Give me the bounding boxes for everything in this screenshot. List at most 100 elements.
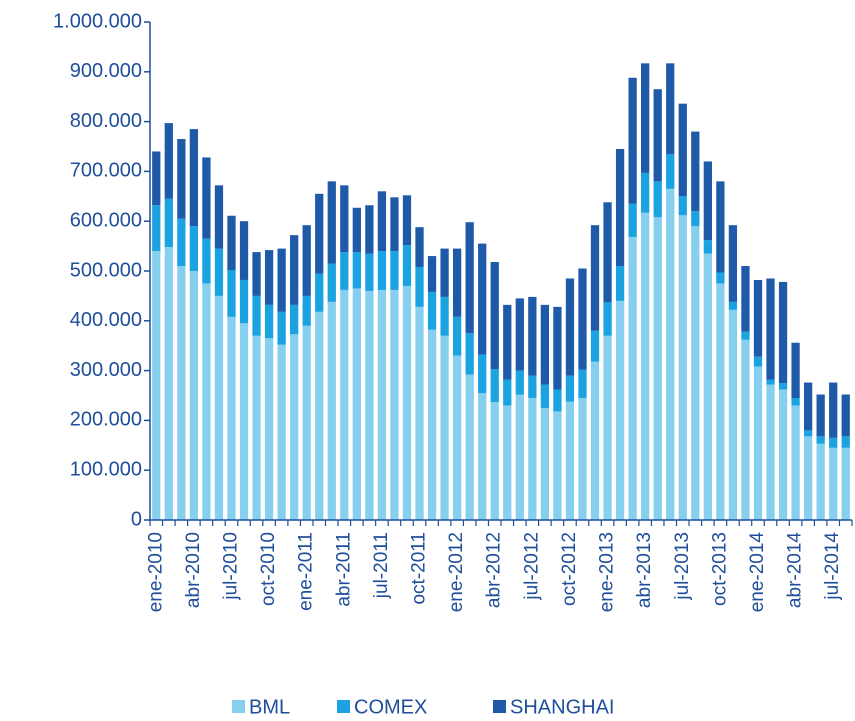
bar-segment bbox=[365, 253, 374, 291]
y-tick-label: 200.000 bbox=[70, 409, 142, 431]
x-tick-label: ene-2011 bbox=[296, 532, 317, 611]
bar-segment bbox=[553, 389, 562, 412]
bar-segment bbox=[641, 63, 650, 173]
bar-segment bbox=[678, 196, 687, 216]
bar-segment bbox=[327, 181, 336, 264]
bar-segment bbox=[553, 411, 562, 520]
x-tick-label: ene-2014 bbox=[747, 532, 768, 613]
x-tick-label: jul-2013 bbox=[672, 532, 693, 601]
x-tick-label: abr-2013 bbox=[634, 532, 655, 608]
bar-segment bbox=[390, 289, 399, 520]
bar-segment bbox=[427, 256, 437, 292]
bar-segment bbox=[691, 211, 700, 227]
bar-segment bbox=[277, 248, 286, 312]
legend-swatch bbox=[337, 700, 350, 713]
bar-segment bbox=[214, 248, 224, 296]
bar-segment bbox=[791, 397, 800, 406]
bar-segment bbox=[578, 268, 587, 370]
bar-segment bbox=[239, 279, 249, 324]
bar-segment bbox=[252, 252, 261, 296]
bar-segment bbox=[540, 304, 550, 385]
bar-segment bbox=[402, 195, 412, 246]
bar-segment bbox=[340, 289, 349, 520]
bar-segment bbox=[703, 240, 712, 254]
bar-segment bbox=[766, 379, 775, 385]
bar-segment bbox=[753, 366, 763, 520]
bar-segment bbox=[641, 212, 650, 520]
bar-segment bbox=[540, 407, 550, 520]
bar-segment bbox=[478, 393, 487, 520]
bar-segment bbox=[427, 329, 437, 520]
bar-segment bbox=[264, 304, 274, 339]
bar-segment bbox=[452, 355, 462, 520]
bar-segment bbox=[452, 316, 462, 356]
bar-segment bbox=[478, 243, 487, 355]
bar-segment bbox=[540, 384, 550, 408]
bar-segment bbox=[490, 262, 499, 370]
bar-segment bbox=[427, 291, 437, 330]
bar-segment bbox=[829, 382, 838, 438]
x-tick-label: jul-2014 bbox=[822, 532, 843, 601]
bar-segment bbox=[227, 316, 236, 520]
bar-segment bbox=[440, 248, 449, 297]
bar-segment bbox=[628, 77, 637, 204]
bar-segment bbox=[465, 333, 474, 375]
bar-segment bbox=[415, 227, 424, 268]
bar-segment bbox=[716, 283, 725, 520]
bar-segment bbox=[239, 221, 249, 280]
bar-segment bbox=[590, 330, 600, 362]
bar-segment bbox=[653, 217, 662, 520]
bar-segment bbox=[778, 281, 788, 384]
x-tick-label: jul-2010 bbox=[220, 532, 241, 601]
bar-segment bbox=[302, 295, 311, 326]
legend-swatch bbox=[493, 700, 506, 713]
bar-segment bbox=[465, 374, 474, 520]
bar-segment bbox=[528, 375, 537, 398]
bar-segment bbox=[603, 335, 612, 520]
bar-segment bbox=[290, 235, 299, 305]
bar-segment bbox=[189, 129, 199, 227]
bar-segment bbox=[415, 306, 424, 520]
bar-segment bbox=[177, 218, 186, 267]
bar-segment bbox=[666, 153, 675, 189]
bar-segment bbox=[615, 148, 625, 267]
bar-segment bbox=[189, 271, 199, 520]
x-tick-label: abr-2012 bbox=[484, 532, 505, 608]
bar-segment bbox=[352, 252, 361, 289]
bar-segment bbox=[503, 304, 512, 380]
bar-segment bbox=[728, 309, 738, 520]
legend-label: COMEX bbox=[354, 696, 427, 718]
bar-segment bbox=[803, 430, 813, 437]
bar-segment bbox=[716, 272, 725, 284]
bar-segment bbox=[214, 295, 224, 520]
bar-segment bbox=[615, 266, 625, 301]
bar-segment bbox=[452, 248, 462, 317]
bar-segment bbox=[741, 339, 750, 520]
x-tick-label: abr-2011 bbox=[333, 532, 354, 607]
y-tick-label: 900.000 bbox=[70, 60, 142, 82]
bar-segment bbox=[264, 250, 274, 305]
bar-segment bbox=[615, 300, 625, 520]
bar-segment bbox=[302, 225, 311, 296]
y-tick-label: 400.000 bbox=[70, 309, 142, 331]
bar-segment bbox=[227, 270, 236, 317]
bar-segment bbox=[277, 344, 286, 520]
bar-segment bbox=[415, 267, 424, 307]
bar-segment bbox=[778, 389, 788, 520]
bar-segment bbox=[766, 384, 775, 520]
x-tick-label: oct-2012 bbox=[559, 532, 580, 606]
bar-segment bbox=[829, 447, 838, 520]
bar-segment bbox=[753, 356, 763, 367]
bar-segment bbox=[565, 401, 575, 520]
bar-segment bbox=[315, 193, 324, 274]
bar-segment bbox=[164, 198, 173, 248]
bar-segment bbox=[377, 191, 387, 252]
x-tick-label: oct-2010 bbox=[258, 532, 279, 606]
bar-segment bbox=[728, 301, 738, 310]
bar-segment bbox=[202, 283, 211, 520]
x-tick-label: ene-2012 bbox=[446, 532, 467, 612]
bar-segment bbox=[565, 375, 575, 402]
bar-segment bbox=[402, 285, 412, 520]
bar-segment bbox=[315, 273, 324, 312]
bar-segment bbox=[691, 131, 700, 212]
